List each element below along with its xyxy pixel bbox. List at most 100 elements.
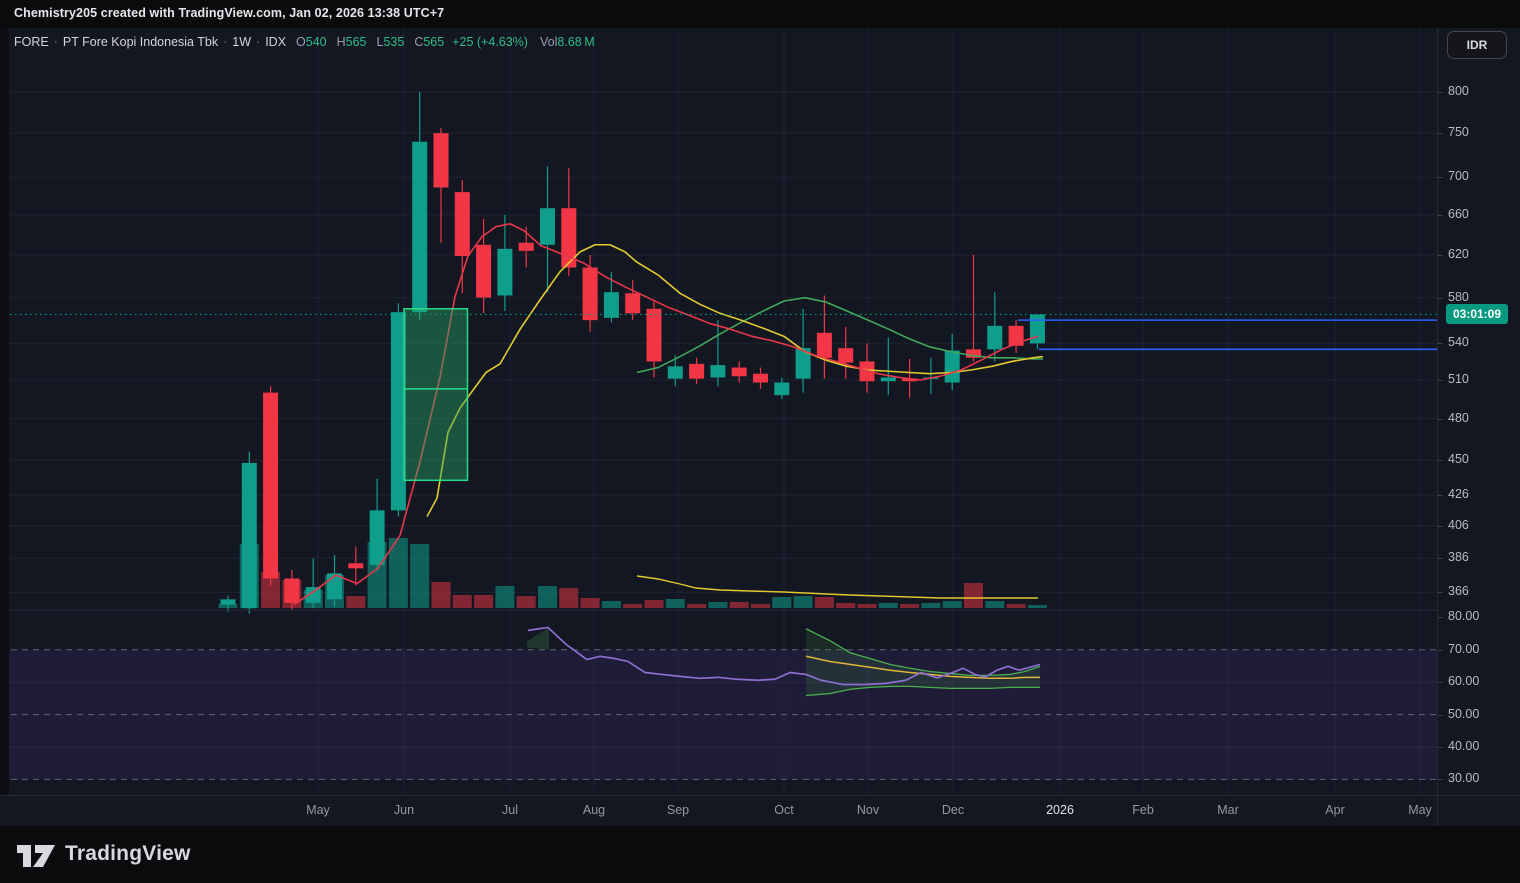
ohlc-field-label: O <box>296 35 306 49</box>
rsi-start-patch <box>527 627 549 650</box>
rectangle-drawing[interactable] <box>403 308 469 482</box>
price-axis-label: 580 <box>1438 289 1469 304</box>
time-axis-label: May <box>306 803 330 817</box>
indicator-axis-label: 60.00 <box>1437 674 1480 689</box>
symbol-exchange: IDX <box>265 35 287 49</box>
volume-bar <box>942 601 962 608</box>
volume-bar <box>261 572 281 608</box>
volume-bar <box>665 599 685 608</box>
candle-body <box>902 378 918 382</box>
candle-body <box>412 141 428 313</box>
candle-body <box>390 312 406 511</box>
volume-bar <box>623 604 643 608</box>
ohlc-field-value: 540 <box>305 35 327 49</box>
currency-toggle-button[interactable]: IDR <box>1447 31 1507 59</box>
volume-bar <box>687 604 707 608</box>
price-axis-label: 620 <box>1438 246 1469 261</box>
volume-bar <box>516 596 536 608</box>
candle-body <box>454 192 470 257</box>
symbol-interval[interactable]: 1W <box>232 35 252 49</box>
volume-bar <box>559 588 579 608</box>
candle-body <box>731 367 747 377</box>
volume-bar <box>1027 605 1047 608</box>
candle-body <box>433 133 449 188</box>
candle-body <box>987 325 1003 350</box>
indicator-axis-label: 30.00 <box>1437 771 1480 786</box>
ohlc-fields: O540 H565 L535 C565 <box>286 35 444 49</box>
candle-body <box>816 332 832 358</box>
time-axis-label: Sep <box>666 803 690 817</box>
candle-body <box>305 587 321 603</box>
volume-bar <box>601 601 621 608</box>
indicator-axis-label: 70.00 <box>1437 641 1480 656</box>
separator-dot: · <box>256 35 261 49</box>
time-axis-label: Mar <box>1217 803 1239 817</box>
volume-value: 8.68 M <box>557 35 595 49</box>
volume-bar <box>474 595 494 608</box>
chart-canvas[interactable] <box>0 28 1437 795</box>
symbol-info-row[interactable]: FORE · PT Fore Kopi Indonesia Tbk · 1W · IDX O5… <box>14 35 595 49</box>
volume-bar <box>708 602 728 608</box>
volume-bar <box>431 582 451 608</box>
candle-body <box>753 373 768 383</box>
volume-bar <box>772 597 792 608</box>
candle-body <box>966 349 981 358</box>
time-axis-label: Jun <box>393 803 415 817</box>
volume-bar <box>900 604 920 608</box>
time-axis-label: Feb <box>1132 803 1154 817</box>
price-axis-label: 406 <box>1438 517 1469 532</box>
candle-body <box>518 242 534 251</box>
price-axis-label: 450 <box>1438 452 1469 467</box>
price-axis-label: 426 <box>1438 487 1469 502</box>
attribution-text: Chemistry205 created with TradingView.co… <box>14 6 445 20</box>
candle-body <box>689 363 705 379</box>
volume-bar <box>985 601 1005 608</box>
time-axis-label: Aug <box>582 803 606 817</box>
candle-body <box>497 248 513 296</box>
price-axis-label: 366 <box>1438 584 1469 599</box>
chart-container[interactable]: FORE · PT Fore Kopi Indonesia Tbk · 1W · IDX O5… <box>0 28 1520 826</box>
ohlc-field-label: L <box>376 35 384 49</box>
time-axis[interactable]: May Jun Jul Aug Sep Oct Nov Dec 2026 Feb Mar Apr May <box>0 795 1437 826</box>
candle-body <box>263 392 279 579</box>
time-axis-label: Apr <box>1325 803 1345 817</box>
time-axis-label: Nov <box>856 803 880 817</box>
tradingview-logo-icon <box>17 845 55 867</box>
candle-body <box>774 382 790 396</box>
ma-mid-yellow-line <box>426 243 1044 517</box>
price-axis-label: 750 <box>1438 125 1469 140</box>
candle-body <box>561 208 577 268</box>
volume-bar <box>538 586 557 608</box>
rsi-line <box>527 626 1041 686</box>
indicator-axis-label: 40.00 <box>1437 739 1480 753</box>
candle-body <box>476 244 492 298</box>
price-axis-label: 660 <box>1438 206 1469 221</box>
candle-body <box>667 366 683 379</box>
price-axis-label: 386 <box>1438 550 1469 565</box>
candle-body <box>710 365 726 378</box>
rsi-band-lower-line <box>805 685 1040 697</box>
candle-body <box>369 510 385 565</box>
price-axis-label: 480 <box>1438 410 1469 425</box>
volume-ma-line <box>636 575 1038 599</box>
ma-fast-red-line <box>293 222 1039 606</box>
time-axis-label: May <box>1408 803 1432 817</box>
volume-bar <box>644 600 664 608</box>
ohlc-field-label: H <box>336 35 346 49</box>
time-axis-label: Oct <box>774 803 794 817</box>
volume-bar <box>580 598 600 608</box>
indicator-axis-label: 80.00 <box>1437 609 1480 624</box>
price-axis-label: 540 <box>1438 335 1469 350</box>
symbol-company-name: PT Fore Kopi Indonesia Tbk <box>62 35 219 49</box>
volume-bar <box>814 597 834 608</box>
bottom-brand-bar: TradingView <box>0 825 1520 883</box>
volume-bar <box>878 603 898 608</box>
candle-body <box>944 350 960 383</box>
separator-dot: · <box>53 35 58 49</box>
price-axis[interactable]: 03:01:09 800 750 700 660 620 580 540 510 480 450 4… <box>1437 28 1520 795</box>
symbol-ticker[interactable]: FORE <box>14 35 49 49</box>
ma-slow-green-line <box>636 296 1043 374</box>
volume-bar <box>1006 604 1026 608</box>
volume-bar <box>793 596 813 608</box>
tradingview-logo[interactable]: TradingView <box>16 839 191 869</box>
